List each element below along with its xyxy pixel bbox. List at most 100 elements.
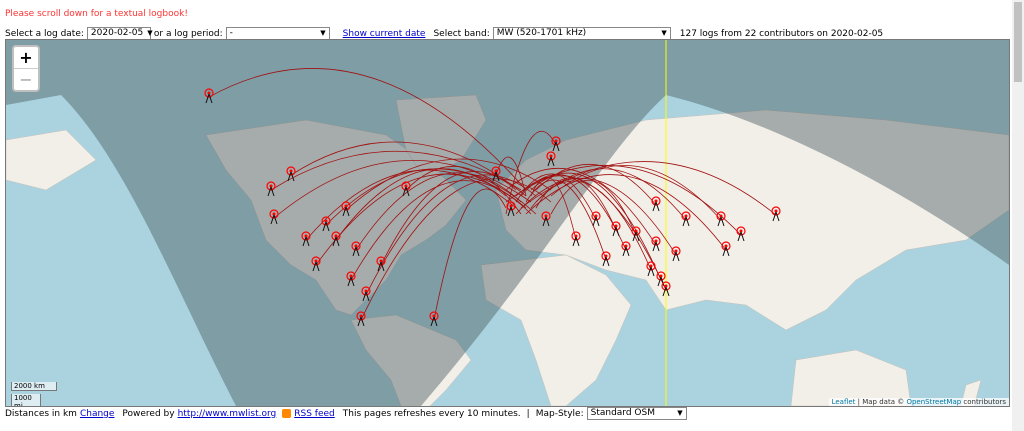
scale-km: 2000 km	[11, 382, 57, 391]
radio-tower-icon[interactable]	[401, 181, 411, 197]
australia	[790, 349, 912, 406]
scrollbar-thumb[interactable]	[1014, 2, 1022, 82]
radio-tower-icon[interactable]	[551, 136, 561, 152]
powered-label: Powered by	[122, 408, 175, 419]
reception-arc	[208, 68, 527, 191]
mwlist-link[interactable]: http://www.mwlist.org	[177, 408, 277, 419]
greenland	[395, 94, 487, 181]
radio-tower-icon[interactable]	[341, 201, 351, 217]
radio-tower-icon[interactable]	[351, 241, 361, 257]
rss-icon[interactable]	[282, 409, 292, 418]
left-asia	[6, 129, 97, 191]
chevron-down-icon: ▼	[661, 29, 667, 37]
radio-tower-icon[interactable]	[506, 201, 516, 217]
show-current-date-link[interactable]: Show current date	[342, 28, 426, 39]
band-value: MW (520-1701 kHz)	[496, 28, 587, 38]
chevron-down-icon: ▼	[677, 409, 683, 417]
station-markers	[204, 88, 781, 327]
reception-arc	[380, 171, 517, 266]
period-value: -	[229, 28, 233, 38]
rss-feed-link[interactable]: RSS feed	[294, 408, 335, 419]
reception-arc	[360, 178, 552, 321]
map[interactable]: + − 2000 km 1000 mi Leaflet | Map data ©…	[5, 39, 1010, 407]
reception-arc	[505, 131, 557, 215]
radio-tower-icon[interactable]	[571, 231, 581, 247]
log-date-select[interactable]: 2020-02-05 ▼	[86, 27, 153, 40]
radio-tower-icon[interactable]	[546, 151, 556, 167]
radio-tower-icon[interactable]	[429, 311, 439, 327]
leaflet-link[interactable]: Leaflet	[831, 398, 856, 406]
reception-arc	[335, 168, 507, 241]
map-style-select[interactable]: Standard OSM ▼	[586, 407, 687, 420]
radio-tower-icon[interactable]	[311, 256, 321, 272]
radio-tower-icon[interactable]	[716, 211, 726, 227]
radio-tower-icon[interactable]	[736, 226, 746, 242]
reception-arc	[525, 174, 727, 251]
radio-tower-icon[interactable]	[591, 211, 601, 227]
band-label: Select band:	[433, 28, 490, 39]
radio-tower-icon[interactable]	[646, 261, 656, 277]
radio-tower-icon[interactable]	[356, 311, 366, 327]
radio-tower-icon[interactable]	[346, 271, 356, 287]
south-america	[350, 314, 472, 406]
radio-tower-icon[interactable]	[286, 166, 296, 182]
radio-tower-icon[interactable]	[321, 216, 331, 232]
radio-tower-icon[interactable]	[269, 209, 279, 225]
chevron-down-icon: ▼	[147, 29, 153, 37]
radio-tower-icon[interactable]	[541, 211, 551, 227]
attr-sep: | Map data ©	[855, 398, 907, 406]
reception-arc	[355, 172, 522, 251]
radio-tower-icon[interactable]	[656, 271, 666, 287]
radio-tower-icon[interactable]	[266, 181, 276, 197]
reception-arc	[515, 175, 667, 291]
reception-arc	[495, 156, 527, 197]
logbook-notice: Please scroll down for a textual logbook…	[5, 9, 188, 19]
map-style-value: Standard OSM	[590, 408, 655, 418]
radio-tower-icon[interactable]	[376, 256, 386, 272]
radio-tower-icon[interactable]	[491, 166, 501, 182]
reception-arc	[535, 163, 657, 206]
separator: |	[526, 408, 530, 419]
radio-tower-icon[interactable]	[204, 88, 214, 104]
radio-tower-icon[interactable]	[651, 196, 661, 212]
radio-tower-icon[interactable]	[301, 231, 311, 247]
radio-tower-icon[interactable]	[651, 236, 661, 252]
reception-arc	[505, 164, 742, 236]
radio-tower-icon[interactable]	[361, 286, 371, 302]
footer: Distances in km Change Powered by http:/…	[5, 407, 690, 420]
osm-link[interactable]: OpenStreetMap	[906, 398, 962, 406]
reception-arc	[433, 188, 507, 321]
date-label: Select a log date:	[5, 28, 84, 39]
reception-arc	[350, 180, 532, 281]
period-label: or a log period:	[153, 28, 223, 39]
map-canvas	[6, 40, 1009, 406]
radio-tower-icon[interactable]	[771, 206, 781, 222]
date-value: 2020-02-05	[90, 28, 144, 38]
radio-tower-icon[interactable]	[681, 211, 691, 227]
radio-tower-icon[interactable]	[661, 281, 671, 297]
reception-arc	[535, 168, 687, 221]
radio-tower-icon[interactable]	[611, 221, 621, 237]
reception-arc	[515, 178, 677, 256]
radio-tower-icon[interactable]	[721, 241, 731, 257]
radio-tower-icon[interactable]	[601, 251, 611, 267]
reception-arc	[530, 172, 662, 281]
chevron-down-icon: ▼	[320, 29, 326, 37]
night-shade	[6, 40, 1009, 406]
radio-tower-icon[interactable]	[671, 246, 681, 262]
reception-arc	[273, 160, 532, 219]
reception-arcs	[208, 68, 777, 321]
zoom-in-button[interactable]: +	[19, 48, 33, 67]
radio-tower-icon[interactable]	[631, 226, 641, 242]
zoom-out-button[interactable]: −	[14, 68, 38, 90]
radio-tower-icon[interactable]	[621, 241, 631, 257]
africa	[480, 254, 632, 406]
change-units-link[interactable]: Change	[79, 408, 115, 419]
map-style-label: Map-Style:	[535, 408, 584, 419]
radio-tower-icon[interactable]	[331, 231, 341, 247]
land	[6, 94, 1009, 406]
reception-arc	[305, 169, 517, 241]
page-scrollbar[interactable]	[1012, 0, 1024, 431]
reception-arc	[405, 166, 522, 215]
attr-tail: contributors	[961, 398, 1006, 406]
